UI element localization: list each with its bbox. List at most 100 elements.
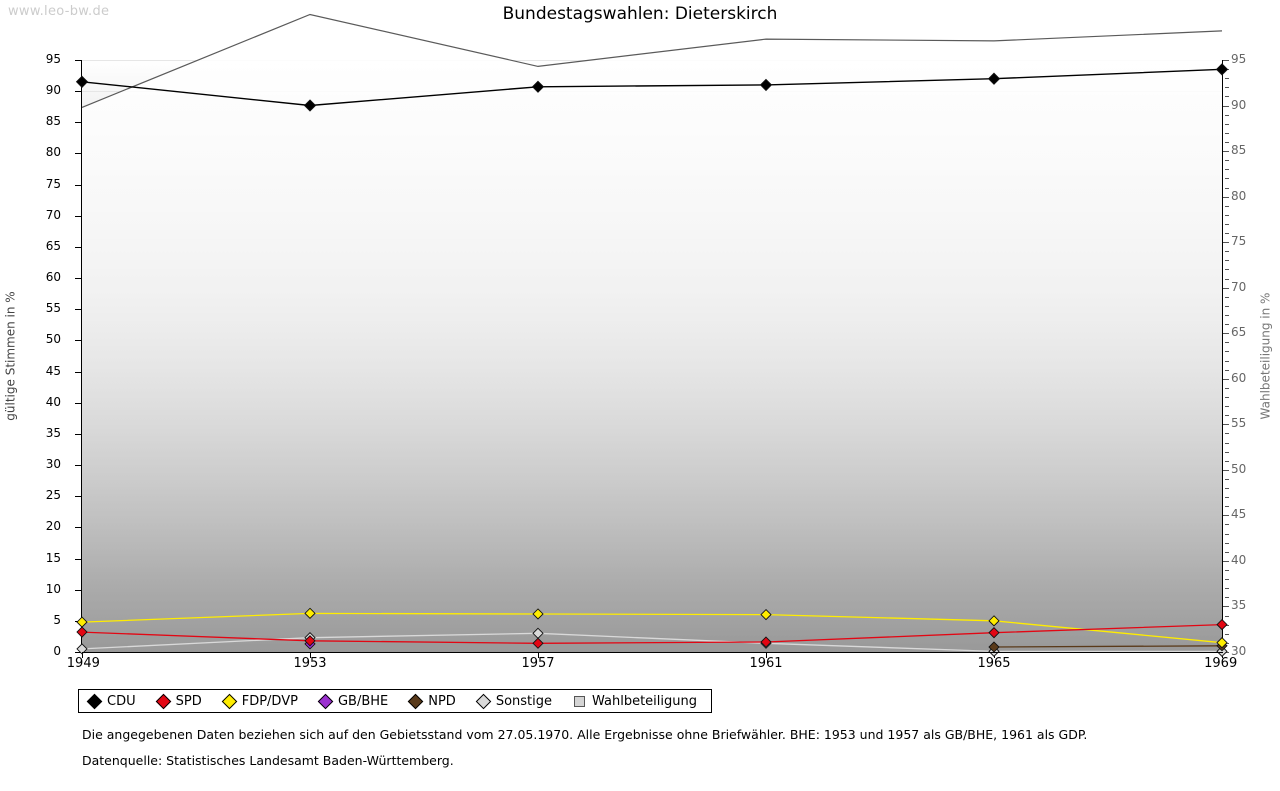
right-axis-tick-label: 85: [1231, 143, 1247, 158]
left-axis-tick-label: 65: [45, 238, 61, 253]
left-axis-title: gültige Stimmen in %: [2, 60, 20, 652]
axis-tick: [1225, 178, 1229, 180]
axis-tick: [1225, 524, 1229, 526]
left-axis-tick-label: 40: [45, 394, 61, 409]
axis-tick: [1223, 469, 1229, 471]
axis-tick: [1225, 597, 1229, 599]
axis-tick: [1225, 214, 1229, 216]
left-axis-tick-label: 50: [45, 332, 61, 347]
right-axis-tick-label: 95: [1231, 52, 1247, 66]
data-point-marker: [76, 643, 88, 655]
axis-tick: [1225, 123, 1229, 125]
axis-tick: [1223, 60, 1229, 61]
axis-tick: [1225, 488, 1229, 490]
legend-label: FDP/DVP: [241, 693, 298, 709]
data-point-marker: [1216, 618, 1228, 631]
axis-tick: [1225, 114, 1229, 116]
axis-tick: [1225, 342, 1229, 344]
axis-tick: [1223, 515, 1229, 517]
data-point-marker: [303, 99, 317, 112]
axis-tick: [1223, 287, 1229, 289]
x-axis-line: [82, 652, 1223, 653]
chart-plot-area: [75, 13, 1229, 658]
axis-tick: [1225, 642, 1229, 644]
axis-tick: [1223, 333, 1229, 335]
legend-label: GB/BHE: [337, 693, 389, 709]
axis-tick: [1225, 187, 1229, 189]
legend-diamond-icon: [407, 693, 424, 709]
axis-tick: [1225, 497, 1229, 499]
axis-tick: [1223, 242, 1229, 244]
axis-tick: [75, 91, 81, 93]
legend-label: SPD: [175, 693, 202, 709]
series-line: [81, 68, 1223, 107]
axis-tick: [75, 371, 81, 373]
data-point-marker: [532, 637, 544, 649]
axis-tick: [1225, 260, 1229, 262]
axis-tick: [1225, 387, 1229, 389]
axis-tick: [1225, 396, 1229, 398]
x-axis-tick-label: 1961: [749, 656, 783, 671]
legend-item[interactable]: GB/BHE: [317, 693, 389, 709]
x-axis-tick-label: 1949: [66, 656, 100, 671]
series-layer: [75, 13, 1229, 658]
axis-tick: [1225, 570, 1229, 572]
data-point-marker: [759, 78, 773, 92]
footnote-data-basis: Die angegebenen Daten beziehen sich auf …: [82, 727, 1088, 742]
axis-tick: [1225, 406, 1229, 408]
data-point-marker: [988, 627, 1000, 639]
legend-diamond-icon: [155, 693, 171, 709]
series-line: [81, 623, 1223, 644]
legend-item[interactable]: Sonstige: [475, 693, 552, 709]
left-axis-tick-label: 5: [53, 612, 61, 627]
legend-item[interactable]: SPD: [155, 693, 202, 709]
left-axis-tick-label: 30: [45, 457, 61, 472]
legend-item[interactable]: Wahlbeteiligung: [574, 695, 697, 708]
axis-tick: [75, 496, 81, 498]
axis-tick: [1225, 478, 1229, 480]
axis-tick: [1225, 296, 1229, 298]
axis-tick: [1225, 233, 1229, 235]
series-line: [82, 14, 1222, 652]
axis-tick: [1223, 560, 1229, 562]
left-axis-tick-label: 0: [53, 644, 61, 658]
right-axis-tick-label: 90: [1231, 97, 1247, 112]
axis-tick: [1225, 460, 1229, 462]
axis-tick: [75, 558, 81, 560]
legend-item[interactable]: NPD: [407, 693, 456, 709]
legend-diamond-icon: [475, 693, 492, 709]
axis-tick: [1225, 305, 1229, 307]
axis-tick: [766, 652, 767, 658]
left-axis-tick-label: 55: [45, 301, 61, 316]
legend-item[interactable]: CDU: [86, 693, 136, 709]
axis-tick: [1225, 360, 1229, 362]
axis-tick: [1225, 223, 1229, 225]
data-point-marker: [760, 636, 772, 648]
axis-tick: [1225, 533, 1229, 535]
axis-tick: [1223, 105, 1229, 107]
axis-tick: [75, 402, 81, 404]
axis-tick: [1223, 196, 1229, 198]
axis-tick: [1225, 579, 1229, 581]
legend-item[interactable]: FDP/DVP: [221, 693, 298, 709]
left-axis-tick-label: 75: [45, 176, 61, 191]
axis-tick: [75, 60, 81, 61]
axis-tick: [75, 433, 81, 435]
legend-label: NPD: [428, 693, 456, 709]
chart-legend: CDU SPD FDP/DVP GB/BHE NPD Sonstige Wahlbeteil…: [78, 689, 713, 713]
axis-tick: [1225, 315, 1229, 316]
axis-tick: [538, 652, 539, 658]
axis-tick: [1225, 588, 1229, 590]
axis-tick: [1225, 160, 1229, 162]
right-axis-tick-label: 80: [1231, 188, 1247, 203]
axis-tick: [1225, 369, 1229, 371]
left-axis-tick-label: 15: [45, 550, 61, 565]
axis-tick: [1223, 606, 1229, 608]
axis-tick: [75, 122, 81, 124]
legend-square-icon: [574, 695, 585, 707]
data-point-marker: [75, 75, 89, 88]
axis-tick: [1225, 251, 1229, 253]
data-point-marker: [531, 80, 545, 93]
axis-tick: [75, 246, 81, 248]
axis-tick: [75, 278, 81, 280]
